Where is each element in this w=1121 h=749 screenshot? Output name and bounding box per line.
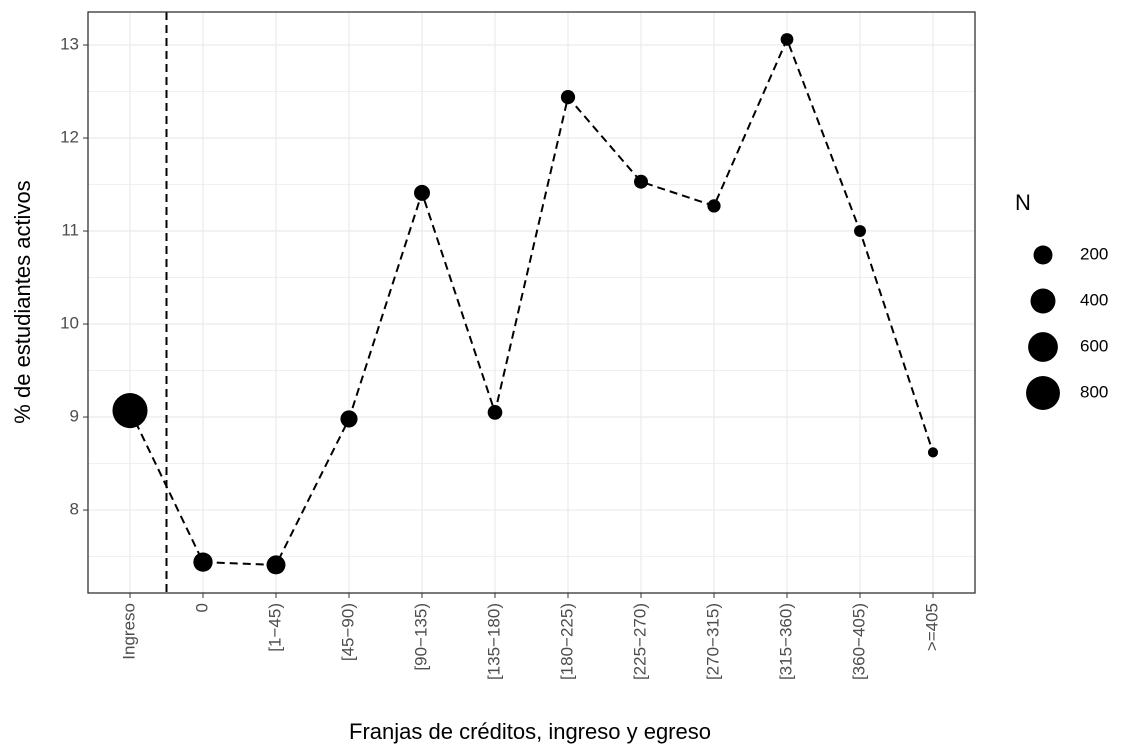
- x-tick-label: [45−90): [338, 603, 357, 661]
- point: [634, 174, 648, 189]
- point: [487, 405, 503, 420]
- point: [340, 410, 358, 428]
- legend-title: N: [1015, 190, 1031, 215]
- x-tick-label: [1−45): [265, 603, 284, 652]
- point: [854, 225, 866, 237]
- x-tick-label: 0: [192, 603, 211, 612]
- point: [707, 199, 721, 213]
- x-tick-label: [90−135): [411, 603, 430, 671]
- y-tick-label: 9: [70, 407, 79, 426]
- panel-border: [87, 11, 976, 594]
- y-tick-label: 12: [60, 128, 79, 147]
- y-tick-label: 13: [60, 35, 79, 54]
- x-tick-label: [225−270): [630, 603, 649, 680]
- x-tick-label: [315−360): [776, 603, 795, 680]
- point: [560, 89, 576, 105]
- line: [129, 36, 934, 566]
- point: [112, 392, 148, 429]
- point: [193, 552, 213, 572]
- x-tick-label: [180−225): [557, 603, 576, 680]
- legend-key: [1026, 376, 1060, 410]
- y-axis-title: % de estudiantes activos: [10, 180, 35, 423]
- point: [414, 184, 430, 201]
- x-tick-label: [135−180): [484, 603, 503, 680]
- y-tick-label: 10: [60, 314, 79, 333]
- y-tick-label: 11: [61, 221, 79, 240]
- x-tick-label: Ingreso: [119, 603, 138, 660]
- x-tick-label: [270−315): [703, 603, 722, 680]
- legend-key: [1028, 332, 1058, 362]
- point: [266, 555, 286, 575]
- legend-key: [1033, 245, 1053, 265]
- legend-label: 800: [1080, 382, 1108, 401]
- panel-background: [88, 12, 975, 593]
- legend-key: [1030, 288, 1056, 314]
- point: [927, 447, 939, 458]
- legend-label: 200: [1080, 244, 1108, 263]
- y-tick-label: 8: [70, 500, 79, 519]
- x-tick-label: [360−405): [849, 603, 868, 680]
- point: [780, 33, 794, 46]
- x-axis-title: Franjas de créditos, ingreso y egreso: [349, 719, 711, 744]
- legend-label: 400: [1080, 290, 1108, 309]
- legend-label: 600: [1080, 336, 1108, 355]
- x-tick-label: >=405: [922, 603, 941, 651]
